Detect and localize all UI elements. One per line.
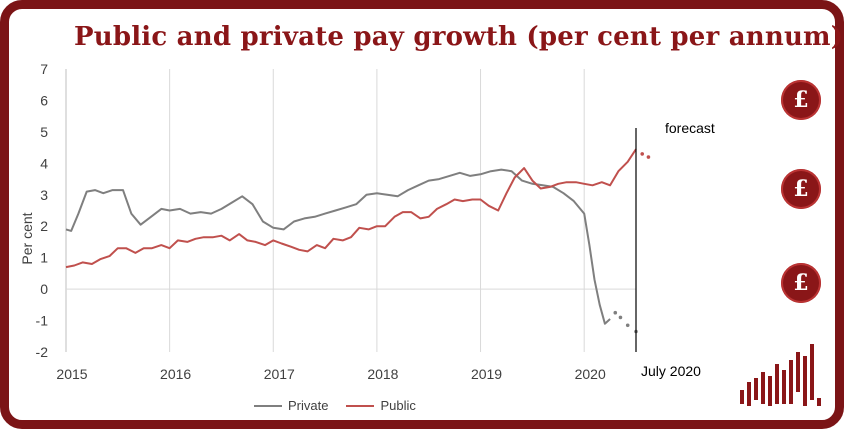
legend-item-private: Private [254, 398, 328, 413]
forecast-point-public [646, 155, 651, 159]
x-tick-label: 2019 [471, 366, 502, 382]
legend-label-private: Private [288, 398, 329, 413]
forecast-point-private [618, 315, 623, 320]
legend-label-public: Public [380, 398, 416, 413]
series-line-public [65, 148, 637, 269]
bar-graph-icon [740, 344, 821, 406]
y-tick-label: 1 [40, 250, 48, 266]
forecast-label: forecast [665, 120, 715, 136]
y-tick-label: 6 [40, 92, 48, 108]
pound-hand-icon: £ [781, 80, 821, 120]
x-tick-label: 2020 [575, 366, 606, 382]
forecast-point-public [640, 152, 645, 156]
date-label: July 2020 [641, 363, 701, 379]
legend-item-public: Public [346, 398, 416, 413]
x-tick-label: 2018 [367, 366, 398, 382]
forecast-point-private [625, 323, 630, 328]
y-tick-label: 2 [40, 218, 48, 234]
y-tick-label: -1 [36, 313, 49, 329]
y-tick-label: 5 [40, 124, 48, 140]
legend: Private Public [254, 398, 416, 413]
x-tick-label: 2015 [56, 366, 87, 382]
y-tick-label: 0 [40, 281, 48, 297]
legend-swatch-private [254, 404, 282, 407]
y-tick-label: 7 [40, 61, 48, 77]
pound-hand-icon: £ [781, 169, 821, 209]
y-axis-label: Per cent [19, 212, 35, 264]
y-tick-label: -2 [36, 344, 49, 360]
legend-swatch-public [346, 404, 375, 407]
chart-title: Public and private pay growth (per cent … [74, 22, 844, 52]
forecast-point-private [613, 310, 618, 315]
pound-hand-icon: £ [781, 263, 821, 303]
y-tick-label: 4 [40, 155, 48, 171]
x-tick-label: 2017 [264, 366, 295, 382]
x-tick-label: 2016 [160, 366, 191, 382]
y-tick-label: 3 [40, 187, 48, 203]
series-line-private [65, 168, 611, 325]
